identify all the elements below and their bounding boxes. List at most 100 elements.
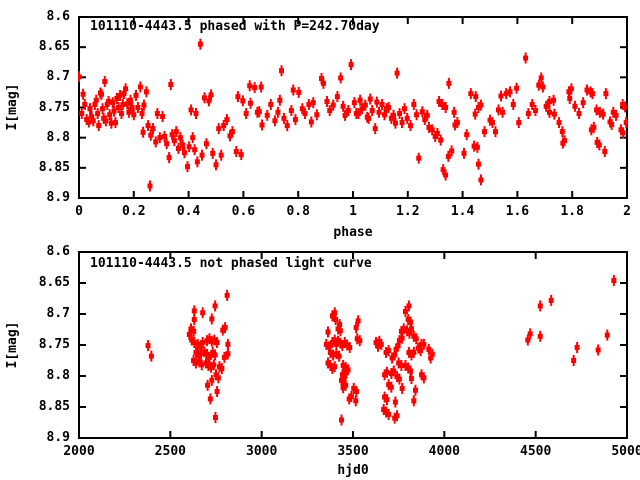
data-point	[429, 124, 435, 136]
data-point	[143, 86, 149, 98]
data-point	[137, 81, 143, 93]
data-point	[145, 120, 151, 132]
data-point	[562, 135, 568, 147]
data-point	[332, 361, 338, 373]
data-point	[336, 350, 342, 362]
data-point	[206, 351, 212, 363]
data-point	[208, 361, 214, 373]
data-point	[314, 109, 320, 121]
data-point	[115, 102, 121, 113]
data-point	[200, 337, 206, 349]
data-point	[348, 59, 354, 71]
data-point	[367, 93, 373, 105]
unphased-light-curve-plot: 101110-4443.5 not phased light curve	[78, 251, 628, 439]
data-point	[399, 382, 405, 394]
data-point	[128, 94, 134, 106]
data-point	[139, 108, 145, 120]
data-point	[413, 333, 419, 345]
data-point	[527, 328, 533, 340]
data-point	[620, 127, 626, 139]
data-point	[386, 345, 392, 357]
data-point	[208, 89, 214, 101]
y-tick-label: 8.6	[46, 244, 70, 259]
data-point	[180, 139, 186, 151]
data-point	[133, 89, 139, 101]
data-point	[238, 149, 244, 161]
data-point	[347, 341, 353, 353]
data-point	[384, 366, 390, 378]
data-point	[221, 120, 227, 132]
data-point	[325, 326, 331, 338]
data-point	[464, 129, 470, 141]
data-point	[411, 98, 417, 110]
data-point	[402, 359, 408, 371]
data-point	[320, 77, 326, 89]
data-point	[200, 307, 206, 319]
data-point	[416, 152, 422, 164]
data-point	[411, 395, 417, 407]
data-point	[602, 146, 608, 158]
data-point	[198, 348, 204, 360]
data-point	[86, 116, 92, 128]
data-point	[525, 108, 531, 120]
data-point	[207, 393, 213, 405]
y-tick-label: 8.9	[46, 430, 70, 445]
data-point	[123, 83, 129, 95]
data-point	[147, 180, 153, 192]
data-point	[591, 121, 597, 133]
data-point	[190, 132, 196, 144]
data-point	[224, 289, 230, 301]
data-point	[402, 306, 408, 318]
data-point	[306, 98, 312, 110]
data-point	[454, 117, 460, 129]
data-point	[145, 340, 151, 352]
data-point	[340, 100, 346, 112]
data-point	[353, 322, 359, 334]
x-tick-label: 0.2	[122, 204, 146, 219]
data-point	[141, 99, 147, 111]
data-point	[209, 313, 215, 325]
data-point	[210, 147, 216, 159]
data-point	[154, 108, 160, 120]
x-tick-label: 1.2	[396, 204, 420, 219]
data-point	[611, 275, 617, 287]
data-point	[402, 103, 408, 115]
data-point	[148, 129, 154, 141]
data-point	[150, 123, 156, 135]
data-point	[284, 120, 290, 132]
data-point	[131, 109, 137, 121]
data-point	[492, 126, 498, 138]
y-tick-label: 8.65	[38, 39, 70, 55]
data-point	[333, 314, 339, 326]
data-point	[112, 117, 118, 129]
data-point	[419, 106, 425, 118]
phased-plot-title: 101110-4443.5 phased with P=242.70day	[90, 19, 380, 34]
data-point	[376, 106, 382, 118]
data-point	[111, 105, 117, 117]
data-point	[443, 102, 449, 113]
y-tick-label: 8.85	[38, 399, 70, 414]
data-point	[87, 103, 93, 115]
data-point	[468, 88, 474, 100]
data-point	[195, 338, 201, 350]
data-point	[482, 126, 488, 138]
data-point	[345, 364, 351, 376]
data-point	[333, 348, 339, 360]
data-point	[233, 146, 239, 158]
data-point	[212, 349, 218, 361]
data-point	[140, 126, 146, 138]
data-point	[330, 99, 336, 111]
data-point	[256, 106, 262, 118]
data-point	[391, 365, 397, 377]
data-point	[199, 359, 205, 371]
data-point	[124, 98, 130, 110]
data-point	[378, 338, 384, 350]
data-point	[222, 322, 228, 334]
data-point	[90, 115, 96, 127]
data-point	[219, 363, 225, 375]
data-point	[205, 379, 211, 391]
data-point	[188, 104, 194, 116]
data-point	[327, 346, 333, 358]
x-tick-label: 4500	[520, 444, 552, 459]
